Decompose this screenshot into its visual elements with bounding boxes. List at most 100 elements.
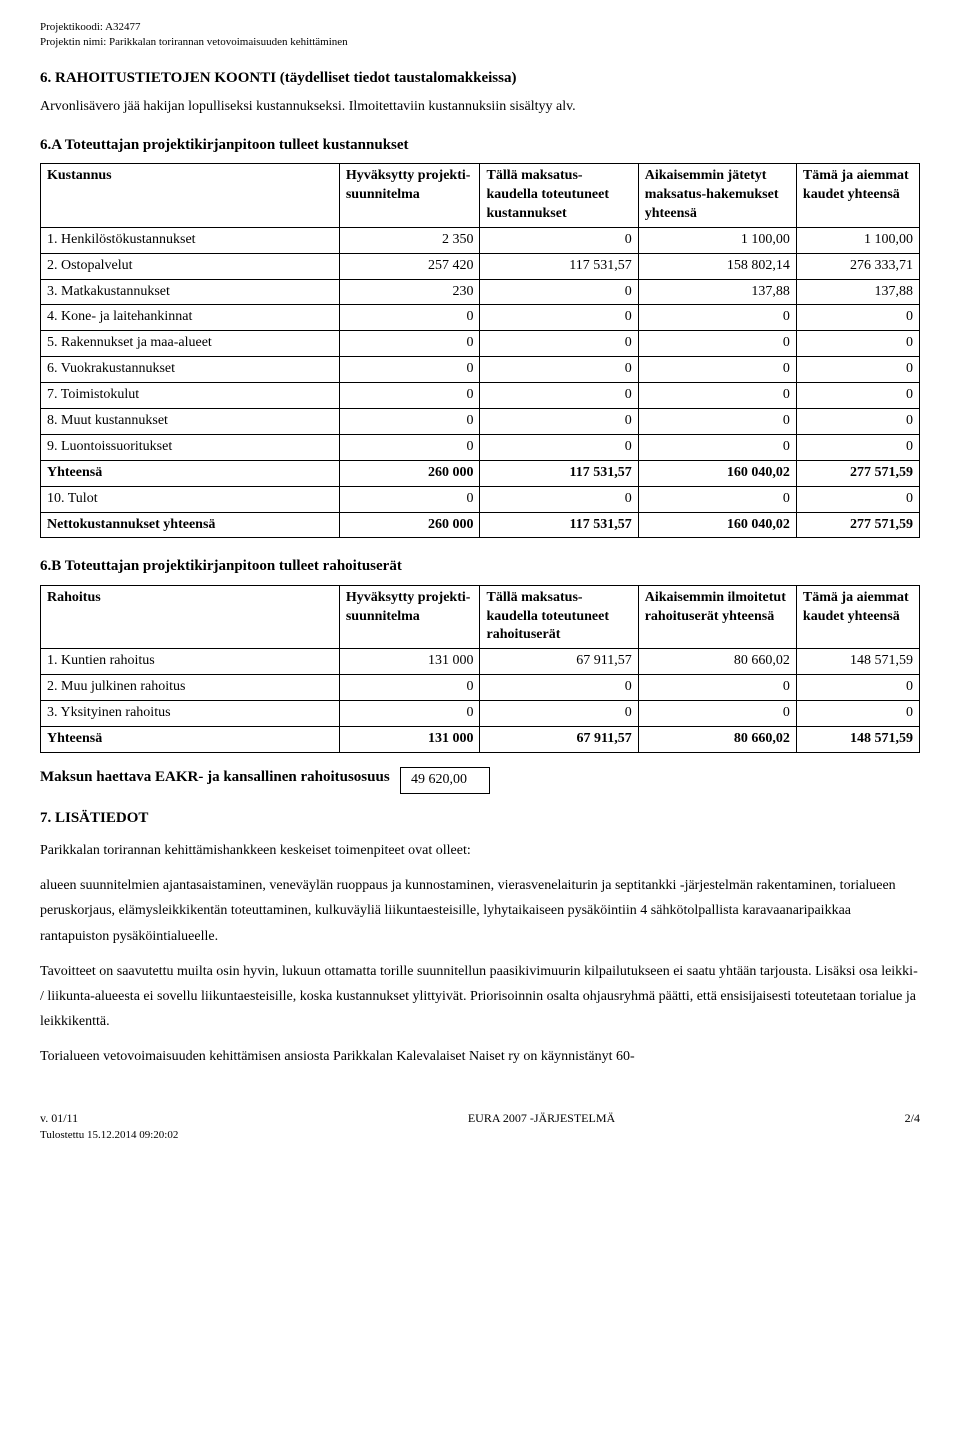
cell-value: 0 [796, 408, 919, 434]
cell-value: 117 531,57 [480, 253, 638, 279]
cell-value: 0 [339, 486, 480, 512]
table-header: Tällä maksatus-kaudella toteutuneet raho… [480, 585, 638, 649]
table-b-title: 6.B Toteuttajan projektikirjanpitoon tul… [40, 556, 920, 576]
row-label: 5. Rakennukset ja maa-alueet [41, 331, 340, 357]
table-header: Tämä ja aiemmat kaudet yhteensä [796, 585, 919, 649]
body-paragraph: Torialueen vetovoimaisuuden kehittämisen… [40, 1044, 920, 1069]
cell-value: 80 660,02 [638, 727, 796, 753]
cell-value: 0 [638, 701, 796, 727]
financing-table: RahoitusHyväksytty projekti-suunnitelmaT… [40, 585, 920, 753]
cell-value: 160 040,02 [638, 512, 796, 538]
project-code: Projektikoodi: A32477 [40, 20, 920, 35]
cell-value: 158 802,14 [638, 253, 796, 279]
cell-value: 80 660,02 [638, 649, 796, 675]
eakr-value: 49 620,00 [400, 767, 490, 794]
cell-value: 117 531,57 [480, 460, 638, 486]
project-meta: Projektikoodi: A32477 Projektin nimi: Pa… [40, 20, 920, 50]
eakr-row: Maksun haettava EAKR- ja kansallinen rah… [40, 767, 920, 794]
cell-value: 0 [796, 331, 919, 357]
table-header: Tällä maksatus-kaudella toteutuneet kust… [480, 164, 638, 228]
costs-table: KustannusHyväksytty projekti-suunnitelma… [40, 163, 920, 538]
cell-value: 137,88 [796, 279, 919, 305]
cell-value: 67 911,57 [480, 649, 638, 675]
footer-page-number: 2/4 [905, 1110, 920, 1143]
section-7-body: Parikkalan torirannan kehittämishankkeen… [40, 838, 920, 1070]
row-label: 10. Tulot [41, 486, 340, 512]
row-label: 2. Muu julkinen rahoitus [41, 675, 340, 701]
cell-value: 0 [796, 486, 919, 512]
cell-value: 0 [480, 279, 638, 305]
footer-version: v. 01/11 [40, 1110, 178, 1126]
footer-system: EURA 2007 -JÄRJESTELMÄ [178, 1110, 904, 1143]
cell-value: 0 [339, 434, 480, 460]
table-header: Hyväksytty projekti-suunnitelma [339, 585, 480, 649]
cell-value: 0 [339, 305, 480, 331]
cell-value: 0 [339, 408, 480, 434]
table-header: Aikaisemmin jätetyt maksatus-hakemukset … [638, 164, 796, 228]
cell-value: 0 [480, 305, 638, 331]
cell-value: 0 [796, 434, 919, 460]
cell-value: 0 [796, 701, 919, 727]
cell-value: 0 [480, 331, 638, 357]
cell-value: 0 [480, 408, 638, 434]
cell-value: 0 [796, 383, 919, 409]
cell-value: 0 [638, 331, 796, 357]
cell-value: 148 571,59 [796, 727, 919, 753]
cell-value: 0 [480, 486, 638, 512]
row-label: 3. Matkakustannukset [41, 279, 340, 305]
row-label: 1. Kuntien rahoitus [41, 649, 340, 675]
cell-value: 0 [796, 305, 919, 331]
cell-value: 1 100,00 [638, 227, 796, 253]
cell-value: 260 000 [339, 512, 480, 538]
cell-value: 276 333,71 [796, 253, 919, 279]
cell-value: 230 [339, 279, 480, 305]
row-label: 2. Ostopalvelut [41, 253, 340, 279]
cell-value: 260 000 [339, 460, 480, 486]
row-label: Yhteensä [41, 460, 340, 486]
table-header: Aikaisemmin ilmoitetut rahoituserät yhte… [638, 585, 796, 649]
row-label: 9. Luontoissuoritukset [41, 434, 340, 460]
cell-value: 137,88 [638, 279, 796, 305]
section-6-title: 6. RAHOITUSTIETOJEN KOONTI (täydelliset … [40, 68, 920, 88]
cell-value: 0 [480, 701, 638, 727]
cell-value: 277 571,59 [796, 460, 919, 486]
cell-value: 148 571,59 [796, 649, 919, 675]
cell-value: 67 911,57 [480, 727, 638, 753]
cell-value: 0 [796, 675, 919, 701]
row-label: 7. Toimistokulut [41, 383, 340, 409]
cell-value: 0 [638, 408, 796, 434]
row-label: 6. Vuokrakustannukset [41, 357, 340, 383]
cell-value: 0 [480, 383, 638, 409]
body-paragraph: Parikkalan torirannan kehittämishankkeen… [40, 838, 920, 863]
row-label: 1. Henkilöstökustannukset [41, 227, 340, 253]
row-label: 4. Kone- ja laitehankinnat [41, 305, 340, 331]
project-name: Projektin nimi: Parikkalan torirannan ve… [40, 35, 920, 50]
cell-value: 0 [339, 383, 480, 409]
cell-value: 0 [339, 357, 480, 383]
cell-value: 0 [638, 305, 796, 331]
cell-value: 0 [638, 434, 796, 460]
cell-value: 0 [638, 675, 796, 701]
cell-value: 257 420 [339, 253, 480, 279]
table-header: Rahoitus [41, 585, 340, 649]
cell-value: 0 [480, 434, 638, 460]
cell-value: 0 [339, 701, 480, 727]
cell-value: 2 350 [339, 227, 480, 253]
cell-value: 0 [480, 357, 638, 383]
cell-value: 0 [480, 675, 638, 701]
cell-value: 0 [480, 227, 638, 253]
table-header: Kustannus [41, 164, 340, 228]
cell-value: 131 000 [339, 649, 480, 675]
row-label: Yhteensä [41, 727, 340, 753]
row-label: 3. Yksityinen rahoitus [41, 701, 340, 727]
cell-value: 0 [638, 486, 796, 512]
table-a-title: 6.A Toteuttajan projektikirjanpitoon tul… [40, 135, 920, 155]
cell-value: 0 [339, 331, 480, 357]
eakr-label: Maksun haettava EAKR- ja kansallinen rah… [40, 767, 400, 787]
body-paragraph: Tavoitteet on saavutettu muilta osin hyv… [40, 959, 920, 1035]
section-7-title: 7. LISÄTIEDOT [40, 808, 920, 828]
cell-value: 160 040,02 [638, 460, 796, 486]
cell-value: 0 [638, 383, 796, 409]
row-label: 8. Muut kustannukset [41, 408, 340, 434]
table-header: Tämä ja aiemmat kaudet yhteensä [796, 164, 919, 228]
